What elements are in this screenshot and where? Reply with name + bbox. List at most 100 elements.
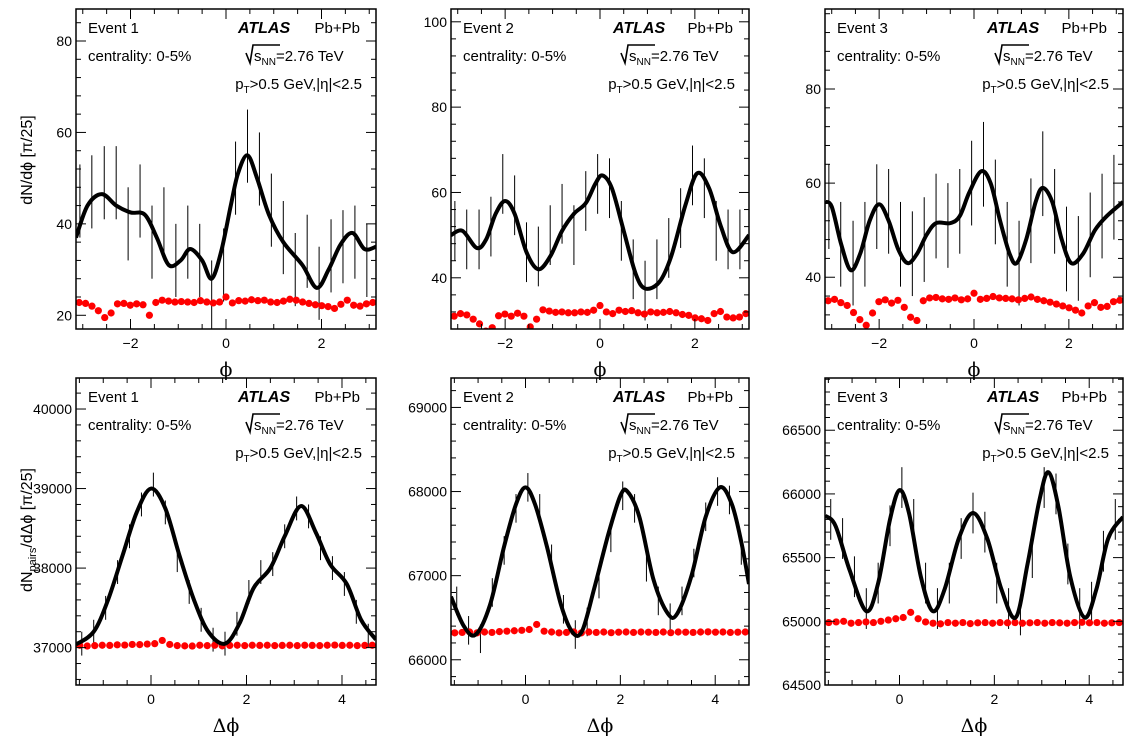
red-data-point [590, 306, 598, 314]
red-data-point [533, 620, 541, 629]
red-data-point [101, 313, 109, 322]
red-data-point [689, 628, 697, 637]
red-data-point [995, 294, 1003, 302]
centrality-label: centrality: 0-5% [837, 417, 940, 434]
red-data-point [94, 307, 102, 315]
red-data-point [241, 642, 249, 650]
fit-curve [76, 153, 376, 290]
red-data-point [856, 315, 864, 324]
red-data-point [279, 297, 288, 305]
red-data-point [545, 307, 553, 315]
red-data-point [338, 641, 346, 649]
red-data-point [900, 303, 908, 311]
sqrt-sign [620, 413, 655, 435]
red-data-point [106, 641, 114, 649]
red-data-point [318, 302, 326, 310]
red-data-point [938, 295, 946, 303]
red-data-point [944, 618, 952, 627]
red-data-point [832, 618, 840, 626]
y-tick-label: 65500 [782, 550, 821, 566]
red-data-point [1100, 619, 1108, 627]
red-data-point [825, 618, 833, 627]
red-data-point [1011, 618, 1019, 627]
red-data-point [81, 299, 90, 307]
red-data-point [637, 628, 645, 636]
y-tick-label: 67000 [408, 568, 447, 584]
x-tick-label: −2 [871, 335, 887, 351]
red-data-point [196, 641, 204, 649]
centrality-label: centrality: 0-5% [837, 48, 940, 65]
red-data-point [1014, 296, 1022, 304]
red-data-point [659, 628, 667, 636]
red-data-point [682, 628, 690, 636]
plot-frame [824, 377, 1124, 686]
y-tick-label: 60 [431, 184, 447, 200]
red-data-point [726, 628, 734, 637]
red-data-point [1070, 618, 1079, 627]
red-data-point [228, 299, 236, 307]
red-data-point [564, 309, 572, 317]
red-data-point [368, 641, 376, 649]
red-data-point [286, 295, 294, 303]
sqrt-sign [620, 44, 655, 66]
plot-area [825, 121, 1123, 329]
red-data-point [830, 295, 839, 303]
red-data-point [503, 627, 511, 635]
red-data-point [324, 303, 332, 311]
red-data-point [615, 306, 623, 314]
red-data-point [964, 295, 972, 303]
panel-bottom-2: 0 2 4 66000 67000 68000 69000 Δϕ Event 2 centrali… [408, 377, 750, 737]
red-data-point [241, 297, 249, 305]
red-data-point [600, 628, 608, 636]
x-tick-label: 0 [522, 691, 530, 707]
red-data-point [653, 309, 661, 317]
atlas-label: ATLAS [986, 20, 1039, 37]
red-data-point [488, 324, 496, 329]
red-data-point [628, 307, 636, 315]
red-data-point [480, 628, 489, 636]
red-data-point [887, 299, 896, 307]
red-data-point [555, 629, 563, 637]
red-data-point [456, 310, 465, 318]
x-tick-label: 4 [711, 691, 719, 707]
red-data-point [273, 298, 281, 307]
red-data-point [301, 641, 309, 649]
red-data-point [107, 309, 115, 317]
red-data-point [862, 321, 870, 329]
red-data-point [248, 641, 256, 649]
red-data-point [976, 295, 984, 303]
x-axis-title: Δϕ [213, 715, 240, 737]
y-tick-label: 68000 [408, 484, 447, 500]
red-data-point [710, 310, 718, 318]
red-data-point [921, 618, 930, 626]
x-axis-title: Δϕ [587, 715, 614, 737]
red-data-point [711, 628, 720, 636]
red-data-point [735, 313, 744, 321]
red-data-point [884, 616, 892, 624]
red-data-point [343, 296, 351, 304]
red-data-point [91, 642, 99, 650]
x-tick-label: −2 [123, 335, 139, 351]
y-tick-label: 40 [56, 216, 72, 232]
red-data-point [247, 296, 256, 304]
system-label: Pb+Pb [315, 389, 360, 406]
y-tick-label: 60 [805, 175, 821, 191]
red-data-point [704, 316, 712, 325]
y-tick-label: 37000 [33, 640, 72, 656]
red-data-point [1116, 296, 1123, 304]
red-data-point [723, 313, 731, 321]
red-data-point [98, 641, 106, 649]
red-data-point [233, 641, 241, 649]
y-tick-label: 80 [805, 81, 821, 97]
red-data-point [196, 297, 205, 305]
red-data-point [840, 617, 848, 625]
red-data-point [494, 312, 503, 320]
y-tick-label: 39000 [33, 481, 72, 497]
red-data-point [346, 641, 354, 649]
red-data-point [837, 299, 845, 307]
red-data-point [621, 307, 629, 316]
red-data-point [501, 310, 509, 318]
red-data-point [540, 627, 548, 635]
red-data-point [558, 308, 566, 316]
red-data-point [83, 642, 91, 650]
